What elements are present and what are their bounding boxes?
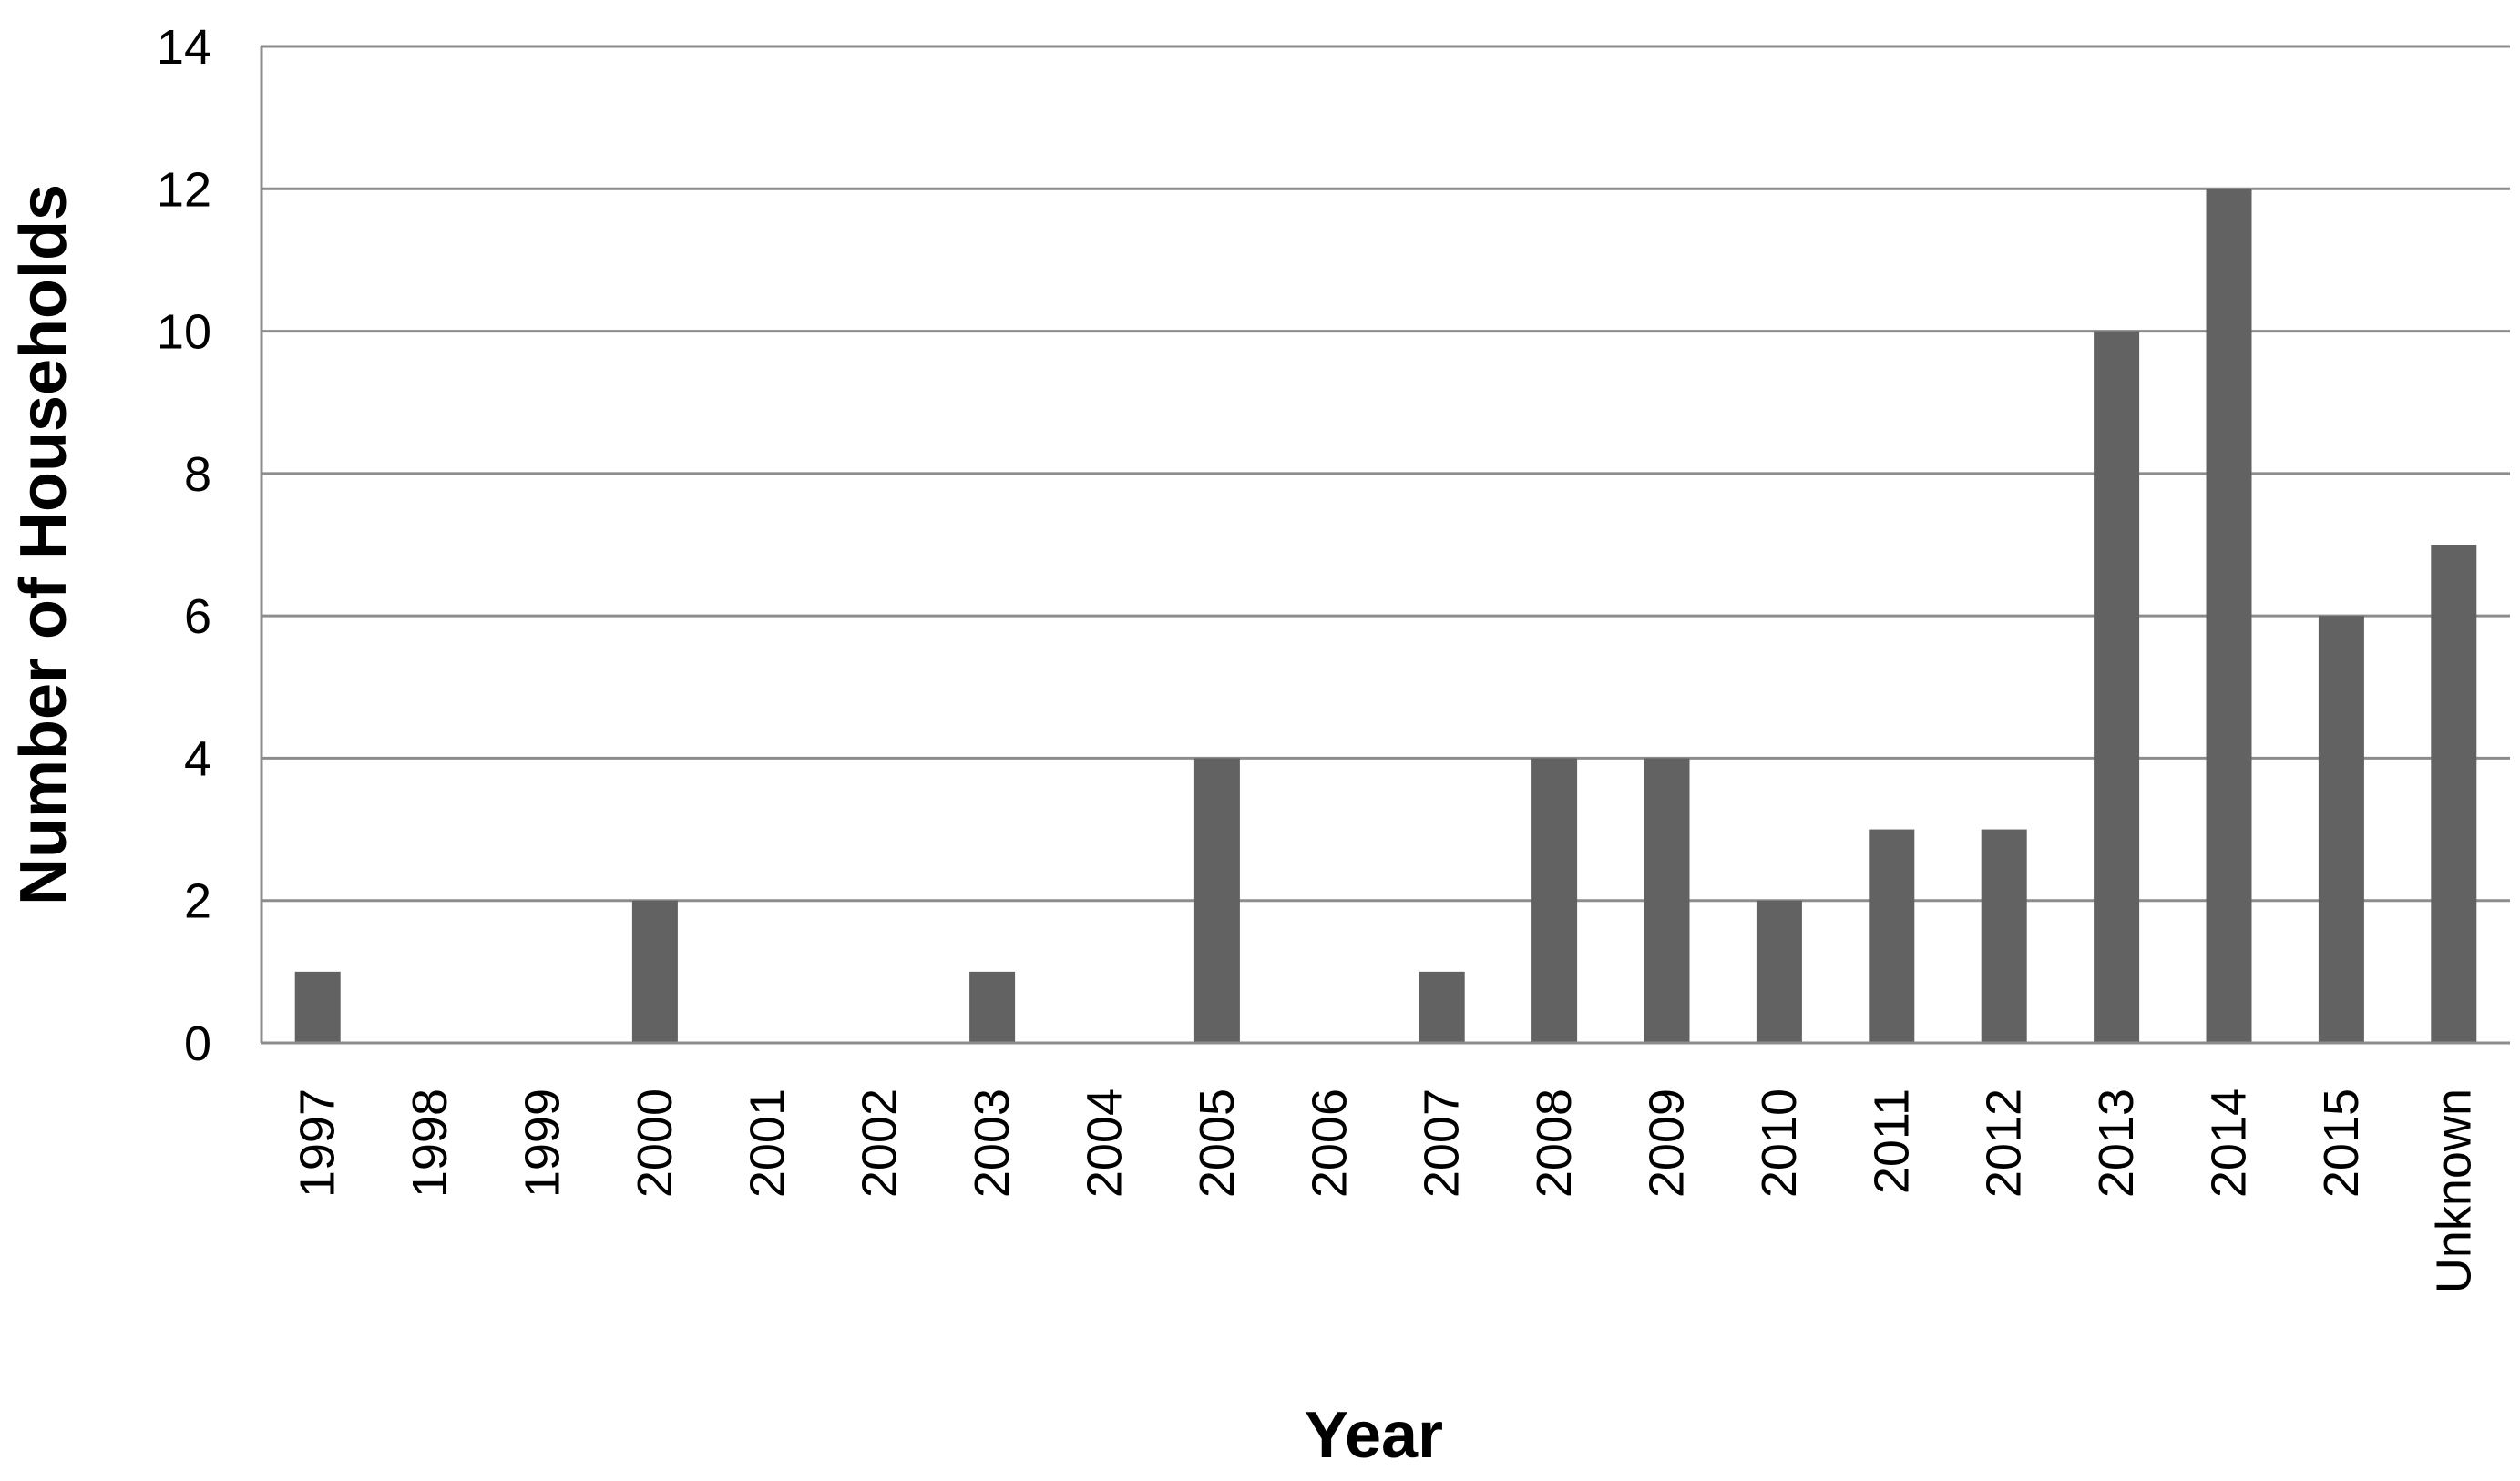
bar-2003 — [969, 971, 1016, 1043]
y-tick-label: 2 — [184, 874, 211, 929]
y-tick-label: 8 — [184, 447, 211, 502]
x-tick-label: 2001 — [740, 1088, 794, 1198]
y-axis-title: Number of Households — [7, 184, 80, 905]
x-tick-label: 2006 — [1302, 1088, 1357, 1198]
x-tick-label: 2013 — [2089, 1088, 2144, 1198]
x-tick-label: 2015 — [2314, 1088, 2369, 1198]
bar-2013 — [2094, 331, 2140, 1044]
x-tick-label: Unknown — [2426, 1088, 2481, 1293]
x-tick-label: 2000 — [628, 1088, 682, 1198]
bar-2012 — [1981, 829, 2027, 1043]
bar-2007 — [1419, 971, 1465, 1043]
y-tick-label: 6 — [184, 589, 211, 644]
x-tick-label: 2008 — [1527, 1088, 1582, 1198]
x-tick-label: 2007 — [1415, 1088, 1470, 1198]
y-tick-labels: 0 2 4 6 8 10 12 14 — [157, 20, 211, 1071]
bar-2005 — [1193, 758, 1240, 1043]
bar-2015 — [2318, 616, 2364, 1043]
bars — [294, 189, 2477, 1044]
x-tick-label: 2011 — [1864, 1088, 1919, 1194]
x-tick-label: 2010 — [1752, 1088, 1807, 1198]
bar-2008 — [1531, 758, 1578, 1043]
x-tick-label: 2005 — [1190, 1088, 1245, 1198]
x-tick-label: 1998 — [403, 1088, 457, 1198]
x-tick-label: 2012 — [1977, 1088, 2032, 1198]
x-axis-title: Year — [1305, 1399, 1443, 1472]
x-tick-label: 2002 — [853, 1088, 907, 1198]
x-tick-label: 2004 — [1078, 1088, 1132, 1198]
gridlines — [261, 45, 2510, 903]
bar-2014 — [2206, 189, 2252, 1044]
x-tick-labels: 1997 1998 1999 2000 2001 2002 2003 2004 2005 2006… — [291, 1088, 2482, 1293]
x-tick-label: 1999 — [516, 1088, 570, 1198]
y-tick-label: 12 — [157, 162, 211, 217]
x-tick-label: 2003 — [965, 1088, 1019, 1198]
bar-2009 — [1644, 758, 1690, 1043]
bar-2000 — [631, 900, 678, 1043]
y-tick-label: 14 — [157, 20, 211, 75]
y-tick-label: 0 — [184, 1016, 211, 1071]
axes — [260, 46, 2510, 1045]
y-tick-label: 10 — [157, 305, 211, 360]
bar-2011 — [1869, 829, 1915, 1043]
bar-Unknown — [2431, 545, 2477, 1043]
y-tick-label: 4 — [184, 731, 211, 786]
bar-1997 — [294, 971, 341, 1043]
x-tick-label: 2009 — [1640, 1088, 1695, 1198]
x-tick-label: 1997 — [291, 1088, 345, 1198]
bar-2010 — [1756, 900, 1802, 1043]
x-tick-label: 2014 — [2202, 1088, 2257, 1198]
